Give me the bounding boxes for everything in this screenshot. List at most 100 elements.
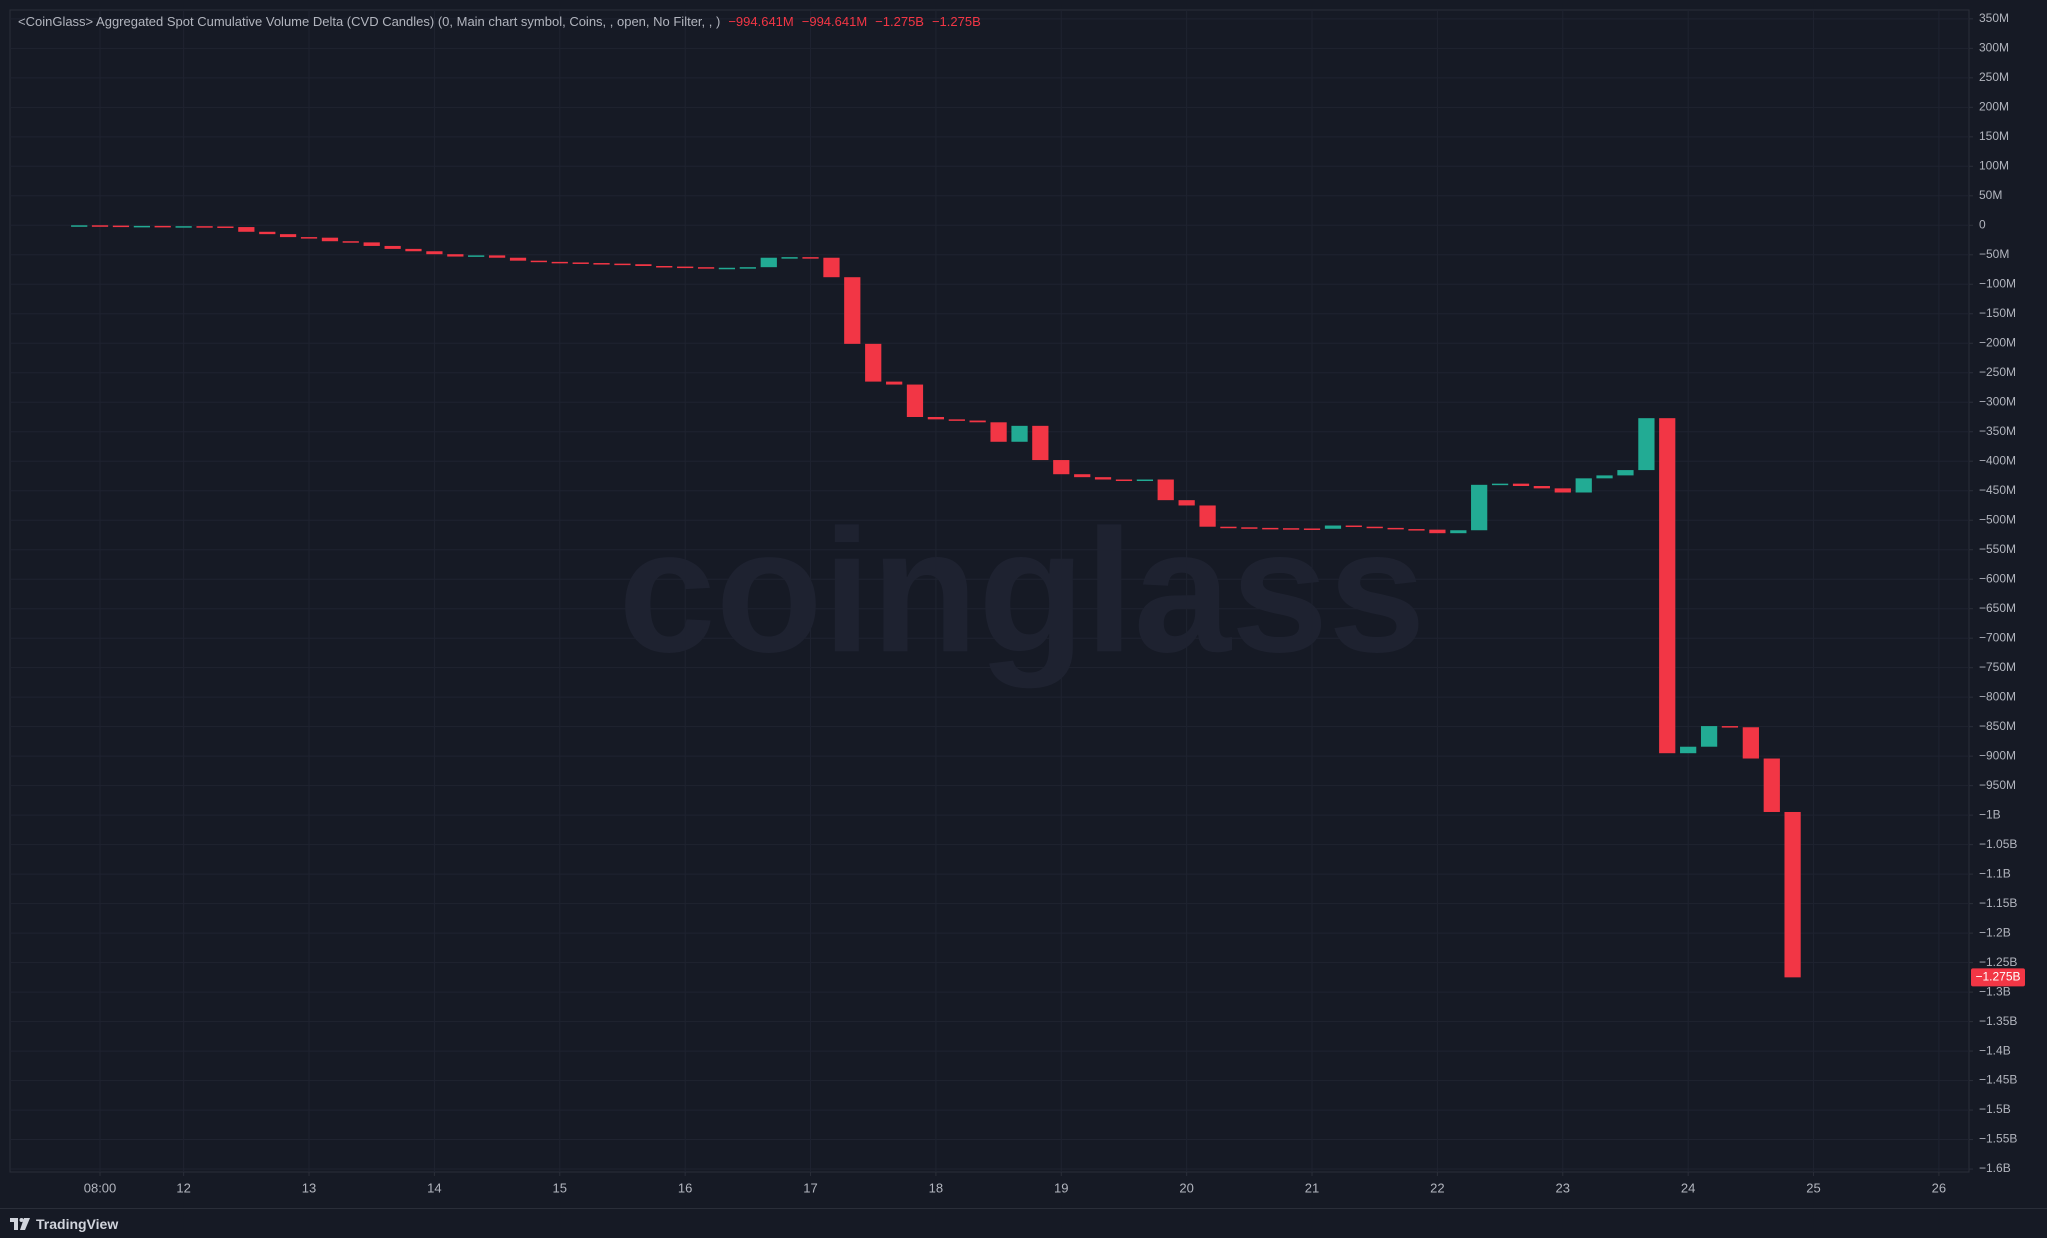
candle-body [1638, 418, 1655, 471]
candle-body [886, 381, 903, 385]
candle-body [1700, 726, 1718, 747]
y-tick-label: −1.35B [1979, 1014, 2017, 1028]
candle-body [1659, 418, 1676, 754]
candle-body [781, 257, 798, 259]
candle-body [1157, 479, 1174, 501]
candle-body [1450, 530, 1467, 534]
candle-body [1471, 484, 1488, 531]
candle-body [1680, 746, 1697, 754]
y-tick-label: −400M [1979, 453, 2016, 467]
y-tick-label: −1.4B [1979, 1043, 2011, 1057]
candle-body [760, 257, 777, 268]
price-tag-bg [1971, 968, 2025, 987]
candle-body [1241, 527, 1258, 529]
candle-body [154, 225, 171, 228]
y-tick-label: 300M [1979, 41, 2009, 55]
y-tick-label: −450M [1979, 483, 2016, 497]
candle-body [614, 263, 631, 266]
y-tick-label: −750M [1979, 660, 2016, 674]
x-tick-label: 18 [929, 1180, 943, 1195]
y-tick-label: −1B [1979, 807, 2001, 821]
candle-body [112, 225, 130, 228]
y-tick-label: −1.1B [1979, 866, 2011, 880]
candle-body [656, 265, 673, 268]
candle-body [342, 241, 359, 243]
candle-body [363, 242, 380, 246]
x-tick-label: 23 [1556, 1180, 1570, 1195]
y-tick-label: 200M [1979, 99, 2009, 113]
y-tick-label: −1.45B [1979, 1073, 2017, 1087]
y-tick-label: −200M [1979, 335, 2016, 349]
candle-body [551, 261, 568, 264]
candle-body [488, 255, 506, 258]
candle-body [91, 225, 109, 227]
y-tick-label: −550M [1979, 542, 2016, 556]
candle-body [593, 263, 610, 265]
candle-body [718, 267, 736, 270]
candle-body [635, 264, 652, 266]
y-tick-label: −900M [1979, 748, 2016, 762]
y-tick-label: 50M [1979, 188, 2002, 202]
candle-body [259, 231, 276, 235]
candle-body [1303, 528, 1321, 530]
x-tick-label: 13 [302, 1180, 316, 1195]
indicator-header: <CoinGlass> Aggregated Spot Cumulative V… [18, 14, 981, 29]
candle-body [321, 237, 339, 242]
candle-body [1345, 525, 1362, 528]
candle-body [1282, 528, 1300, 530]
y-tick-label: −1.5B [1979, 1102, 2011, 1116]
candle-body [405, 248, 422, 252]
candle-body [802, 257, 819, 259]
y-tick-label: 150M [1979, 129, 2009, 143]
candle-body [71, 225, 88, 227]
x-tick-label: 20 [1179, 1180, 1193, 1195]
y-tick-label: −300M [1979, 394, 2016, 408]
candle-body [1262, 527, 1279, 530]
candle-body [1512, 483, 1530, 487]
readout: −994.641M [728, 14, 794, 29]
candle-body [1491, 483, 1509, 486]
candle-body [1408, 529, 1425, 531]
candle-body [1554, 488, 1571, 493]
candle-body [530, 260, 547, 263]
candle-body [1429, 529, 1446, 534]
y-tick-label: −50M [1979, 247, 2009, 261]
x-tick-label: 24 [1681, 1180, 1695, 1195]
y-tick-label: −500M [1979, 512, 2016, 526]
y-tick-label: −1.2B [1979, 925, 2011, 939]
candle-body [300, 237, 318, 239]
candle-body [1220, 526, 1237, 529]
y-tick-label: −1.15B [1979, 896, 2017, 910]
candle-body [1074, 474, 1091, 478]
candle-body [238, 227, 255, 232]
candle-body [1596, 475, 1613, 479]
y-tick-label: 100M [1979, 158, 2009, 172]
y-tick-label: −800M [1979, 689, 2016, 703]
y-tick-label: −1.55B [1979, 1132, 2017, 1146]
candle-body [1763, 758, 1780, 812]
x-tick-label: 08:00 [84, 1180, 117, 1195]
x-tick-label: 21 [1305, 1180, 1319, 1195]
candle-body [844, 277, 861, 344]
watermark: coinglass [618, 494, 1425, 689]
x-tick-label: 26 [1932, 1180, 1946, 1195]
brand: TradingView [36, 1215, 119, 1232]
y-tick-label: −1.05B [1979, 837, 2017, 851]
x-tick-label: 25 [1806, 1180, 1820, 1195]
y-tick-label: −1.25B [1979, 955, 2017, 969]
price-tag: −1.275B [1975, 970, 2020, 984]
candle-body [1387, 527, 1404, 530]
candle-body [1115, 479, 1133, 482]
candle-body [217, 226, 234, 228]
candle-body [948, 419, 965, 421]
candle-body [133, 225, 151, 228]
plot-area [9, 9, 1970, 1173]
candle-body [572, 262, 589, 264]
candle-body [426, 251, 443, 255]
y-tick-label: −100M [1979, 276, 2016, 290]
candle-body [1742, 727, 1759, 759]
x-tick-label: 19 [1054, 1180, 1068, 1195]
candle-body [279, 234, 297, 238]
y-tick-label: −1.6B [1979, 1161, 2011, 1175]
